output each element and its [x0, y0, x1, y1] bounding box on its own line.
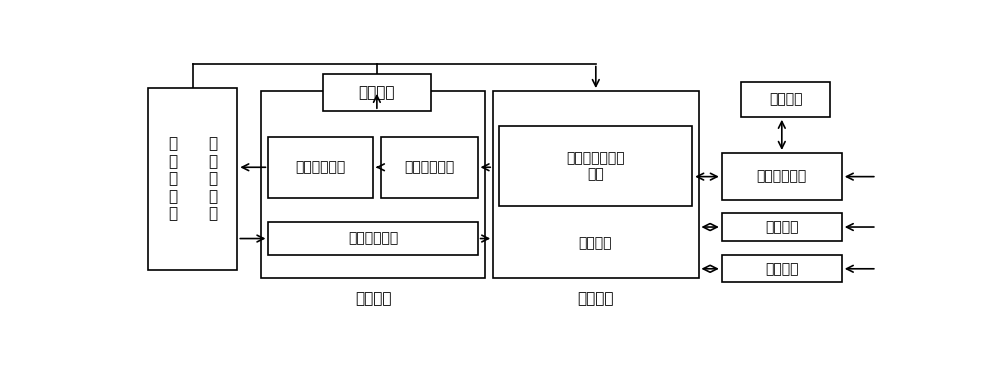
FancyBboxPatch shape: [268, 222, 478, 255]
Text: 无线传输模块: 无线传输模块: [757, 170, 807, 184]
FancyBboxPatch shape: [722, 153, 842, 200]
FancyBboxPatch shape: [268, 137, 373, 197]
Text: 探头驱动电路: 探头驱动电路: [296, 160, 346, 174]
FancyBboxPatch shape: [741, 82, 830, 117]
Text: 主控模块: 主控模块: [577, 291, 614, 306]
Text: 工作模式选择: 工作模式选择: [404, 160, 454, 174]
Text: 任务管理与外设
控制: 任务管理与外设 控制: [566, 151, 625, 181]
Text: 驱动模块: 驱动模块: [355, 291, 391, 306]
FancyBboxPatch shape: [499, 126, 692, 206]
FancyBboxPatch shape: [493, 91, 698, 278]
FancyBboxPatch shape: [722, 255, 842, 282]
Text: 波
探
头
模
块: 波 探 头 模 块: [209, 137, 218, 221]
Text: 电源模块: 电源模块: [359, 85, 395, 100]
Text: 原始数据获取: 原始数据获取: [348, 232, 398, 246]
FancyBboxPatch shape: [722, 213, 842, 241]
FancyBboxPatch shape: [381, 137, 478, 197]
FancyBboxPatch shape: [261, 91, 485, 278]
FancyBboxPatch shape: [323, 74, 431, 111]
Text: 显示模块: 显示模块: [765, 220, 799, 234]
FancyBboxPatch shape: [148, 88, 237, 270]
Text: 双
模
式
超
声: 双 模 式 超 声: [168, 137, 177, 221]
Text: 存储模块: 存储模块: [765, 262, 799, 276]
Text: 数据处理: 数据处理: [579, 237, 612, 251]
Text: 上位机端: 上位机端: [769, 93, 802, 107]
